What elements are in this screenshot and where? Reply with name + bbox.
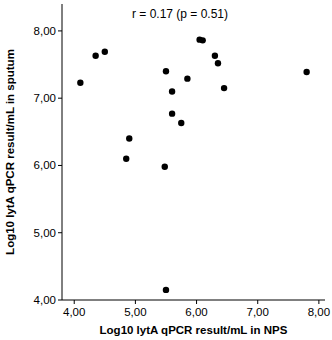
point xyxy=(184,75,190,81)
points xyxy=(77,36,310,293)
x-axis-label: Log10 lytA qPCR result/mL in NPS xyxy=(100,324,288,336)
x-tick-label: 6,00 xyxy=(185,306,207,318)
point xyxy=(102,49,108,55)
y-tick-label: 5,00 xyxy=(34,227,56,239)
point xyxy=(178,120,184,126)
x-tick xyxy=(135,300,136,304)
y-axis-label: Log10 lytA qPCR result/mL in sputum xyxy=(4,49,16,255)
point xyxy=(77,80,83,86)
y-tick-label: 8,00 xyxy=(34,25,56,37)
y-tick xyxy=(58,300,62,301)
annotation: r = 0.17 (p = 0.51) xyxy=(132,7,228,21)
x-axis xyxy=(62,300,325,301)
y-tick xyxy=(58,232,62,233)
chart: 4,00 5,00 6,00 7,00 8,00 4,00 5,00 6,00 7,00 8,00… xyxy=(0,0,332,340)
y-axis xyxy=(62,4,63,300)
x-tick xyxy=(318,300,319,304)
y-tick-label: 4,00 xyxy=(34,294,56,306)
point xyxy=(212,53,218,59)
y-tick-label: 6,00 xyxy=(34,159,56,171)
point xyxy=(169,110,175,116)
y-tick xyxy=(58,98,62,99)
point xyxy=(221,85,227,91)
point xyxy=(163,287,169,293)
point xyxy=(303,69,309,75)
point xyxy=(92,53,98,59)
x-tick xyxy=(196,300,197,304)
point xyxy=(126,135,132,141)
y-tick xyxy=(58,165,62,166)
x-tick-label: 8,00 xyxy=(308,306,330,318)
point xyxy=(123,156,129,162)
point xyxy=(163,68,169,74)
x-tick-label: 4,00 xyxy=(63,306,85,318)
point xyxy=(162,164,168,170)
y-tick-label: 7,00 xyxy=(34,92,56,104)
point xyxy=(169,88,175,94)
point xyxy=(215,60,221,66)
x-tick xyxy=(74,300,75,304)
x-tick-label: 7,00 xyxy=(247,306,269,318)
x-tick-label: 5,00 xyxy=(124,306,146,318)
x-tick xyxy=(257,300,258,304)
y-tick xyxy=(58,30,62,31)
point xyxy=(199,37,205,43)
